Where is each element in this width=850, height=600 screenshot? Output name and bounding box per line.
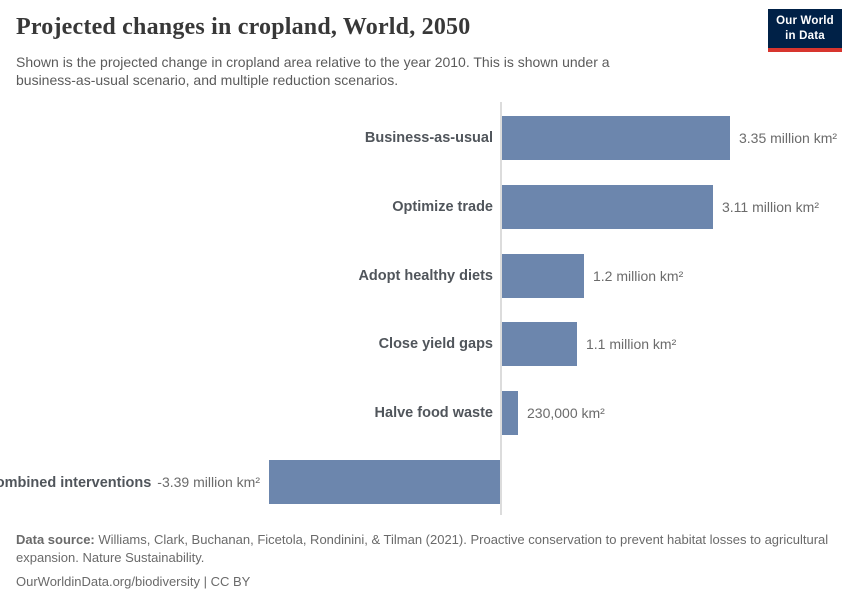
data-source-label: Data source: — [16, 532, 95, 547]
y-axis-line — [500, 102, 502, 515]
value-label: 3.11 million km² — [722, 199, 819, 215]
value-label: 1.1 million km² — [586, 336, 677, 352]
category-label: Combined interventions — [0, 475, 152, 491]
data-source-line: Data source: Williams, Clark, Buchanan, … — [16, 531, 836, 568]
category-label: Optimize trade — [392, 199, 493, 215]
value-label: -3.39 million km² — [157, 474, 260, 490]
category-and-value-label: Combined interventions -3.39 million km² — [0, 460, 260, 504]
value-label: 1.2 million km² — [593, 268, 684, 284]
chart-subtitle: Shown is the projected change in croplan… — [16, 54, 610, 89]
bar-optimize-trade[interactable] — [502, 185, 713, 229]
bar-business-as-usual[interactable] — [502, 116, 730, 160]
chart-title: Projected changes in cropland, World, 20… — [16, 14, 471, 40]
owid-logo-text-line2: in Data — [785, 29, 825, 42]
category-label: Close yield gaps — [378, 336, 493, 352]
chart-footer: Data source: Williams, Clark, Buchanan, … — [16, 531, 836, 591]
owid-logo-text-line1: Our World — [776, 15, 834, 27]
bar-adopt-healthy-diets[interactable] — [502, 254, 584, 298]
bar-close-yield-gaps[interactable] — [502, 322, 577, 366]
value-label: 230,000 km² — [527, 405, 605, 421]
data-source-text: Williams, Clark, Buchanan, Ficetola, Ron… — [16, 532, 829, 566]
footer-link-line: OurWorldinData.org/biodiversity | CC BY — [16, 573, 251, 589]
category-label: Halve food waste — [374, 405, 493, 421]
value-label: 3.35 million km² — [739, 130, 838, 146]
category-label: Business-as-usual — [364, 130, 493, 146]
bar-chart: Business-as-usual 3.35 million km² Optimiz… — [0, 102, 850, 518]
owid-logo[interactable]: Our World in Data — [768, 9, 842, 52]
bar-combined-interventions[interactable] — [269, 460, 500, 504]
bar-halve-food-waste[interactable] — [502, 391, 518, 435]
category-label: Adopt healthy diets — [358, 268, 493, 284]
